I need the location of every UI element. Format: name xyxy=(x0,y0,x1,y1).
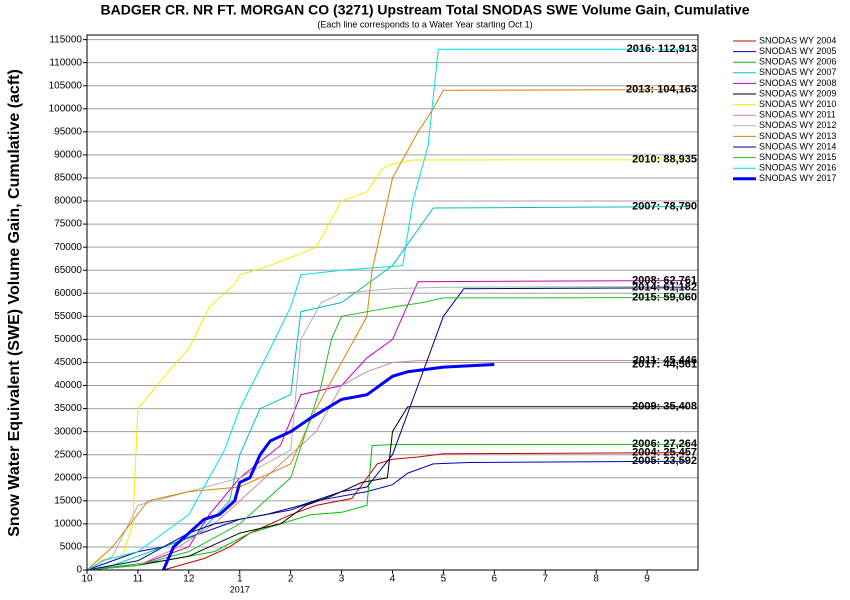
y-tick-label: 0 xyxy=(76,565,82,576)
x-tick-label: 3 xyxy=(339,574,345,585)
legend-label: SNODAS WY 2009 xyxy=(759,88,836,98)
legend-label: SNODAS WY 2005 xyxy=(759,46,836,56)
legend-label: SNODAS WY 2014 xyxy=(759,141,836,151)
legend-label: SNODAS WY 2004 xyxy=(759,35,836,45)
y-tick-label: 60000 xyxy=(54,288,82,299)
legend-label: SNODAS WY 2010 xyxy=(759,99,836,109)
x-tick-label: 7 xyxy=(542,574,548,585)
legend-label: SNODAS WY 2013 xyxy=(759,131,836,141)
y-tick-label: 75000 xyxy=(54,219,82,230)
end-label: 2004: 25,457 xyxy=(632,446,697,458)
x-tick-label: 12 xyxy=(183,574,195,585)
y-tick-label: 90000 xyxy=(54,150,82,161)
series-line xyxy=(86,48,688,571)
y-tick-label: 55000 xyxy=(54,311,82,322)
y-tick-label: 25000 xyxy=(54,449,82,460)
legend-label: SNODAS WY 2006 xyxy=(759,57,836,67)
chart-title: BADGER CR. NR FT. MORGAN CO (3271) Upstr… xyxy=(100,2,749,18)
end-label: 2010: 88,935 xyxy=(632,154,697,166)
y-tick-label: 45000 xyxy=(54,357,82,368)
end-label: 2015: 59,060 xyxy=(632,292,697,304)
series-line xyxy=(86,206,688,571)
y-tick-label: 35000 xyxy=(54,403,82,414)
y-tick-label: 105000 xyxy=(49,80,83,91)
y-tick-label: 40000 xyxy=(54,380,82,391)
end-label: 2017: 44,561 xyxy=(632,358,697,370)
y-tick-label: 110000 xyxy=(49,57,82,68)
end-label: 2007: 78,790 xyxy=(632,201,697,213)
end-label: 2013: 104,163 xyxy=(626,83,697,95)
y-tick-label: 5000 xyxy=(60,542,83,553)
end-label: 2008: 62,761 xyxy=(632,274,697,286)
end-label: 2005: 23,592 xyxy=(632,455,697,467)
y-tick-label: 65000 xyxy=(54,265,82,276)
series-line xyxy=(87,452,688,571)
y-tick-label: 95000 xyxy=(54,126,82,137)
series-line xyxy=(86,443,688,571)
y-tick-label: 30000 xyxy=(54,426,82,437)
x-tick-label: 6 xyxy=(492,574,498,585)
x-tick-label: 2 xyxy=(288,574,294,585)
y-axis-label: Snow Water Equivalent (SWE) Volume Gain,… xyxy=(6,69,23,537)
x-tick-label: 1 xyxy=(237,574,243,585)
y-tick-label: 20000 xyxy=(54,472,82,483)
y-tick-label: 15000 xyxy=(54,495,82,506)
x-tick-label: 8 xyxy=(593,574,599,585)
end-label: 2016: 112,913 xyxy=(627,43,697,55)
legend-label: SNODAS WY 2015 xyxy=(759,152,836,162)
legend-label: SNODAS WY 2012 xyxy=(759,120,836,130)
series-line xyxy=(86,406,688,571)
series-line xyxy=(162,363,495,571)
series-line xyxy=(86,359,688,571)
end-label: 2006: 27,264 xyxy=(632,438,698,450)
chart-subtitle: (Each line corresponds to a Water Year s… xyxy=(317,19,532,29)
y-tick-label: 80000 xyxy=(54,196,82,207)
y-tick-label: 70000 xyxy=(54,242,82,253)
plot-border xyxy=(86,34,699,571)
end-label: 2011: 45,446 xyxy=(633,354,697,366)
legend-label: SNODAS WY 2007 xyxy=(759,67,836,77)
y-tick-label: 85000 xyxy=(54,173,82,184)
end-label: 2014: 61,182 xyxy=(632,282,697,294)
x-year-label: 2017 xyxy=(230,584,250,594)
series-line xyxy=(86,280,688,571)
series-line xyxy=(86,89,688,571)
x-tick-label: 11 xyxy=(133,574,144,585)
series-line xyxy=(86,159,688,571)
legend-label: SNODAS WY 2008 xyxy=(759,78,836,88)
series-line xyxy=(86,297,688,571)
legend-label: SNODAS WY 2011 xyxy=(759,110,836,120)
legend-label: SNODAS WY 2016 xyxy=(759,163,836,173)
y-tick-label: 115000 xyxy=(49,34,82,45)
x-tick-label: 5 xyxy=(441,574,447,585)
y-tick-label: 10000 xyxy=(54,519,82,530)
x-tick-label: 9 xyxy=(644,574,650,585)
end-label: 2009: 35,408 xyxy=(632,401,697,413)
x-tick-label: 10 xyxy=(81,574,93,585)
x-tick-label: 4 xyxy=(390,574,396,585)
legend-label: SNODAS WY 2017 xyxy=(759,173,836,183)
y-tick-label: 100000 xyxy=(49,103,83,114)
y-tick-label: 50000 xyxy=(54,334,82,345)
series-line xyxy=(86,285,688,571)
